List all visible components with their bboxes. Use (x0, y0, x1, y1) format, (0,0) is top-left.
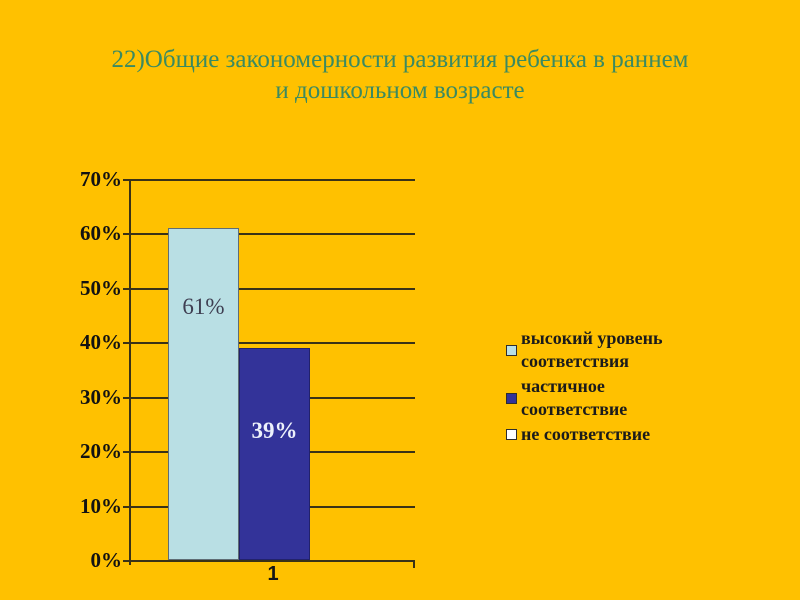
y-axis-tick (123, 342, 131, 344)
y-axis-tick (123, 179, 131, 181)
legend-marker (506, 392, 517, 404)
y-axis-label: 30% (80, 385, 122, 409)
slide-title-line1: 22)Общие закономерности развития ребенка… (111, 46, 689, 73)
x-axis-line (123, 560, 415, 562)
y-axis-label: 50% (80, 276, 122, 300)
gridline (131, 342, 415, 344)
bar: 61% (168, 228, 239, 560)
y-axis-tick (123, 506, 131, 508)
y-axis-tick (123, 560, 131, 562)
legend-item: не соответствие (506, 423, 678, 446)
gridline (131, 233, 415, 235)
legend-label: частичное соответствие (521, 376, 628, 419)
legend-marker (506, 344, 517, 356)
y-axis-label: 0% (90, 548, 123, 572)
x-axis-label: 1 (267, 563, 279, 585)
legend-item: высокий уровень соответствия (506, 327, 678, 373)
gridline (131, 179, 415, 181)
y-axis-label: 60% (80, 221, 122, 245)
y-axis-label: 20% (80, 439, 122, 463)
y-axis-tick (123, 233, 131, 235)
legend-marker (506, 429, 517, 440)
y-axis-tick (123, 288, 131, 290)
y-axis-line (129, 179, 131, 565)
chart-legend: высокий уровень соответствия частичное со… (506, 327, 678, 446)
x-axis-end-tick (413, 560, 415, 568)
legend-item: частичное соответствие (506, 375, 678, 421)
bar: 39% (239, 348, 310, 560)
legend-label: не соответствие (521, 424, 651, 444)
gridline (131, 288, 415, 290)
slide-title-line2: и дошкольном возрасте (275, 77, 525, 104)
bar-value-label: 39% (251, 418, 298, 443)
y-axis-label: 40% (80, 330, 122, 354)
y-axis-label: 70% (80, 167, 122, 191)
legend-label: высокий уровень соответствия (521, 328, 663, 371)
bar-value-label: 61% (182, 294, 225, 319)
y-axis-tick (123, 451, 131, 453)
slide-title: 22)Общие закономерности развития ребенка… (0, 44, 800, 106)
y-axis-tick (123, 397, 131, 399)
y-axis-label: 10% (80, 494, 122, 518)
